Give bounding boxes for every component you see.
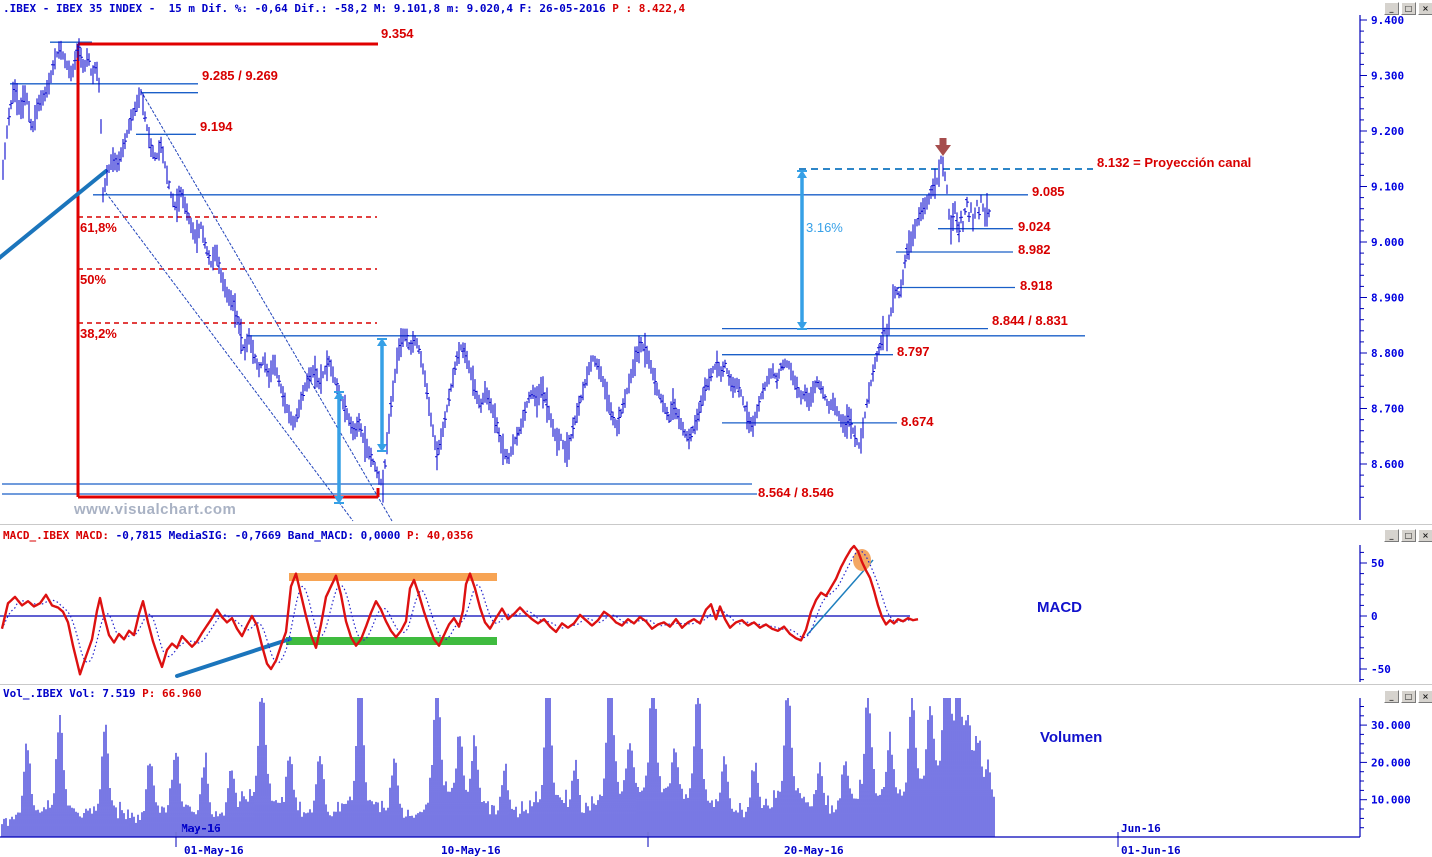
minimize-button[interactable]: _ <box>1384 529 1399 542</box>
price-axis-label: 9.000 <box>1371 236 1404 249</box>
price-axis-label: 8.800 <box>1371 347 1404 360</box>
macd-axis-label: -50 <box>1371 663 1391 676</box>
level-label: 9.024 <box>1018 219 1051 234</box>
macd-panel-header: MACD_.IBEX MACD: -0,7815 MediaSIG: -0,76… <box>3 529 473 542</box>
level-label: 8.982 <box>1018 242 1051 257</box>
volume-panel-header: Vol_.IBEX Vol: 7.519 P: 66.960 <box>3 687 202 700</box>
macd-panel-window-controls: _ □ × <box>1384 529 1432 542</box>
title-bar: .IBEX - IBEX 35 INDEX - 15 m Dif. %: -0,… <box>3 2 685 15</box>
date-label-month: May-16 <box>181 822 221 835</box>
panel-divider-macd <box>0 524 1432 525</box>
channel-line <box>140 90 393 522</box>
visualchart-watermark: www.visualchart.com <box>74 501 237 518</box>
level-label: 9.085 <box>1032 184 1065 199</box>
red-range-box <box>76 42 380 499</box>
price-axis-label: 9.100 <box>1371 181 1404 194</box>
close-button[interactable]: × <box>1418 690 1432 703</box>
macd-indicator-values: -0,7815 MediaSIG: -0,7669 Band_MACD: 0,0… <box>115 529 407 542</box>
price-axis-label: 8.900 <box>1371 292 1404 305</box>
level-label: 9.194 <box>200 119 233 134</box>
title-symbol-info: .IBEX - IBEX 35 INDEX - 15 m Dif. %: -0,… <box>3 2 613 15</box>
price-axis-label: 9.400 <box>1371 14 1404 27</box>
volume-axis-label: 30.000 <box>1371 719 1411 732</box>
volume-axis-label: 10.000 <box>1371 794 1411 807</box>
close-button[interactable]: × <box>1418 2 1432 15</box>
title-last-price: P : 8.422,4 <box>612 2 686 15</box>
volume-bars <box>1 698 995 837</box>
level-label: 9.285 / 9.269 <box>202 68 278 83</box>
macd-line <box>0 544 919 676</box>
date-label-day: 10-May-16 <box>441 844 501 857</box>
measure-arrow-caps <box>334 391 344 504</box>
maximize-button[interactable]: □ <box>1401 529 1416 542</box>
measure-arrow-caps <box>377 338 387 452</box>
level-label: 8.564 / 8.546 <box>758 485 834 500</box>
price-bar-ticks <box>7 46 991 474</box>
volume-indicator-name: Vol_.IBEX Vol: 7.519 <box>3 687 143 700</box>
macd-axis-label: 0 <box>1371 610 1378 623</box>
macd-panel-label: MACD <box>1037 599 1082 616</box>
macd-p-value: P: 40,0356 <box>407 529 474 542</box>
level-label: 8.797 <box>897 344 930 359</box>
maximize-button[interactable]: □ <box>1401 690 1416 703</box>
price-axis-label: 9.300 <box>1371 70 1404 83</box>
macd-resistance-band <box>289 573 497 581</box>
fib-label: 38,2% <box>80 326 117 341</box>
level-label: 8.844 / 8.831 <box>992 313 1068 328</box>
price-axis-label: 9.200 <box>1371 125 1404 138</box>
maximize-button[interactable]: □ <box>1401 2 1416 15</box>
down-arrow-icon <box>935 138 951 156</box>
macd-signal-line <box>1 550 919 664</box>
volume-panel-label: Volumen <box>1040 729 1103 746</box>
macd-trendline-right <box>806 559 874 636</box>
minimize-button[interactable]: _ <box>1384 690 1399 703</box>
measure-arrow-caps <box>797 170 807 330</box>
macd-indicator-name: MACD_.IBEX MACD: <box>3 529 116 542</box>
fib-label: 61,8% <box>80 220 117 235</box>
level-label: 9.354 <box>381 26 414 41</box>
date-label-day: 01-Jun-16 <box>1121 844 1181 857</box>
minimize-button[interactable]: _ <box>1384 2 1399 15</box>
price-axis-label: 8.600 <box>1371 458 1404 471</box>
macd-trendline-left <box>175 637 292 678</box>
channel-line <box>105 192 354 522</box>
projection-label: 8.132 = Proyección canal <box>1097 155 1251 170</box>
level-label: 8.674 <box>901 414 934 429</box>
volume-axis-label: 20.000 <box>1371 756 1411 769</box>
close-button[interactable]: × <box>1418 529 1432 542</box>
date-label-month: Jun-16 <box>1121 822 1161 835</box>
date-label-day: 20-May-16 <box>784 844 844 857</box>
percent-measure-label: 3.16% <box>806 220 843 235</box>
price-axis-label: 8.700 <box>1371 403 1404 416</box>
volume-p-value: P: 66.960 <box>142 687 202 700</box>
date-label-day: 01-May-16 <box>184 844 244 857</box>
level-label: 8.918 <box>1020 278 1053 293</box>
panel-divider-volume <box>0 684 1432 685</box>
rising-trendline <box>0 169 108 260</box>
volume-panel-window-controls: _ □ × <box>1384 690 1432 703</box>
fib-label: 50% <box>80 272 106 287</box>
main-panel-window-controls: _ □ × <box>1384 2 1432 15</box>
macd-support-band <box>286 637 497 645</box>
macd-axis-label: 50 <box>1371 557 1384 570</box>
